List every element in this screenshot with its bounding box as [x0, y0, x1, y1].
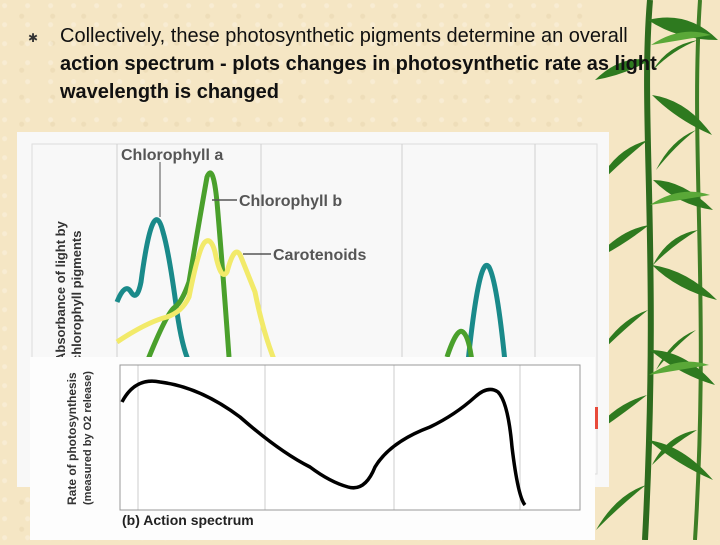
absorbance-ylabel-line1: Absorbance of light by — [53, 220, 68, 362]
action-spectrum-figure: Rate of photosynthesis (measured by O2 r… — [30, 357, 595, 540]
absorbance-ylabel-line2: chlorophyll pigments — [69, 231, 84, 362]
chlorophyll-b-label: Chlorophyll b — [239, 193, 342, 210]
bullet-text-plain: Collectively, these photosynthetic pigme… — [60, 25, 628, 47]
rate-ylabel-line2: (measured by O2 release) — [82, 371, 94, 505]
bullet-text-bold: action spectrum - plots changes in photo… — [60, 53, 657, 103]
action-spectrum-curve — [120, 379, 527, 507]
carotenoids-label: Carotenoids — [273, 247, 366, 264]
chlorophyll-a-label: Chlorophyll a — [121, 147, 223, 164]
bamboo-decoration — [590, 0, 720, 540]
rate-ylabel-line1: Rate of photosynthesis — [65, 372, 79, 505]
bullet-text: Collectively, these photosynthetic pigme… — [60, 22, 670, 106]
chlorophyll-b-curve — [144, 170, 475, 363]
asterisk-bullet-icon: ✱ — [28, 31, 39, 45]
action-spectrum-caption: (b) Action spectrum — [122, 512, 254, 528]
carotenoids-curve — [115, 238, 278, 363]
